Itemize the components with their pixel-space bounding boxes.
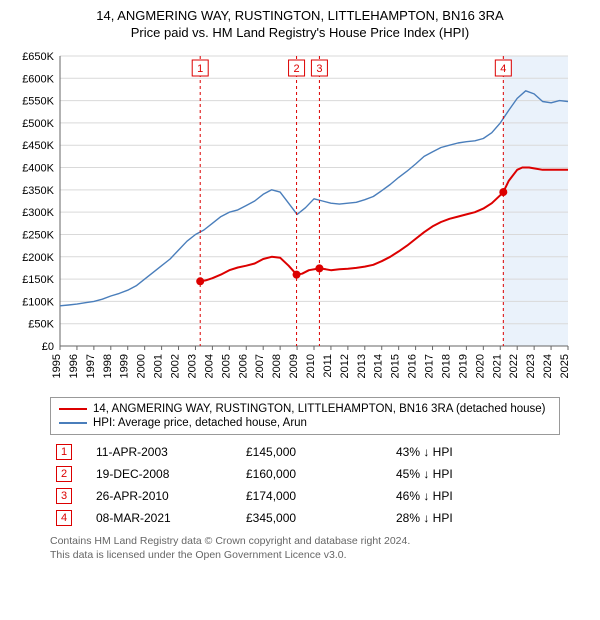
svg-text:2003: 2003	[186, 354, 198, 378]
svg-text:1998: 1998	[102, 354, 114, 378]
svg-text:2013: 2013	[356, 354, 368, 378]
svg-text:2015: 2015	[390, 354, 402, 378]
chart-title: 14, ANGMERING WAY, RUSTINGTON, LITTLEHAM…	[12, 8, 588, 40]
svg-text:2020: 2020	[474, 354, 486, 378]
svg-text:£100K: £100K	[22, 296, 54, 308]
svg-text:£350K: £350K	[22, 185, 54, 197]
sale-price: £174,000	[240, 485, 390, 507]
sale-date: 11-APR-2003	[90, 441, 240, 463]
legend: 14, ANGMERING WAY, RUSTINGTON, LITTLEHAM…	[50, 397, 560, 435]
svg-text:2010: 2010	[305, 354, 317, 378]
svg-text:£550K: £550K	[22, 96, 54, 108]
sale-marker-icon: 1	[56, 444, 72, 460]
sale-marker-icon: 2	[56, 466, 72, 482]
svg-text:1: 1	[197, 63, 203, 75]
svg-text:2004: 2004	[203, 354, 215, 378]
sale-price: £345,000	[240, 507, 390, 529]
svg-text:2024: 2024	[542, 354, 554, 378]
svg-text:2005: 2005	[220, 354, 232, 378]
sale-date: 19-DEC-2008	[90, 463, 240, 485]
svg-text:4: 4	[500, 63, 506, 75]
svg-text:2007: 2007	[254, 354, 266, 378]
svg-text:£650K: £650K	[22, 51, 54, 63]
svg-text:2009: 2009	[288, 354, 300, 378]
svg-text:£50K: £50K	[28, 319, 54, 331]
legend-swatch-property	[59, 408, 87, 410]
title-address: 14, ANGMERING WAY, RUSTINGTON, LITTLEHAM…	[12, 8, 588, 23]
svg-text:2: 2	[293, 63, 299, 75]
svg-text:2006: 2006	[237, 354, 249, 378]
sale-marker-icon: 3	[56, 488, 72, 504]
svg-text:£200K: £200K	[22, 252, 54, 264]
svg-text:2025: 2025	[559, 354, 571, 378]
svg-text:£250K: £250K	[22, 229, 54, 241]
svg-text:2021: 2021	[491, 354, 503, 378]
table-row: 1 11-APR-2003£145,00043% ↓ HPI	[50, 441, 560, 463]
svg-text:£0: £0	[42, 341, 54, 353]
svg-text:£500K: £500K	[22, 118, 54, 130]
legend-label-property: 14, ANGMERING WAY, RUSTINGTON, LITTLEHAM…	[93, 403, 545, 415]
svg-text:2012: 2012	[339, 354, 351, 378]
price-chart: £0 £50K £100K £150K £200K £250K £300K £350K £400…	[12, 46, 588, 389]
svg-text:1995: 1995	[51, 354, 63, 378]
sale-delta: 46% ↓ HPI	[390, 485, 560, 507]
svg-text:2017: 2017	[424, 354, 436, 378]
sale-price: £160,000	[240, 463, 390, 485]
svg-text:2016: 2016	[407, 354, 419, 378]
svg-text:2008: 2008	[271, 354, 283, 378]
svg-text:£600K: £600K	[22, 73, 54, 85]
sale-date: 08-MAR-2021	[90, 507, 240, 529]
title-subtitle: Price paid vs. HM Land Registry's House …	[12, 25, 588, 40]
svg-text:1999: 1999	[119, 354, 131, 378]
table-row: 4 08-MAR-2021£345,00028% ↓ HPI	[50, 507, 560, 529]
sale-delta: 43% ↓ HPI	[390, 441, 560, 463]
footer-licence: This data is licensed under the Open Gov…	[50, 549, 588, 563]
svg-text:2000: 2000	[136, 354, 148, 378]
table-row: 3 26-APR-2010£174,00046% ↓ HPI	[50, 485, 560, 507]
svg-text:£300K: £300K	[22, 207, 54, 219]
footer-copyright: Contains HM Land Registry data © Crown c…	[50, 535, 588, 549]
sales-table: 1 11-APR-2003£145,00043% ↓ HPI 2 19-DEC-200…	[50, 441, 560, 529]
svg-text:3: 3	[316, 63, 322, 75]
sale-delta: 28% ↓ HPI	[390, 507, 560, 529]
legend-swatch-hpi	[59, 422, 87, 423]
legend-item-property: 14, ANGMERING WAY, RUSTINGTON, LITTLEHAM…	[59, 402, 551, 416]
svg-text:£450K: £450K	[22, 140, 54, 152]
svg-text:2001: 2001	[153, 354, 165, 378]
chart-svg: £0 £50K £100K £150K £200K £250K £300K £350K £400…	[12, 46, 572, 386]
svg-text:2018: 2018	[440, 354, 452, 378]
svg-text:2019: 2019	[457, 354, 469, 378]
svg-text:1996: 1996	[68, 354, 80, 378]
svg-text:2002: 2002	[170, 354, 182, 378]
svg-text:£150K: £150K	[22, 274, 54, 286]
sale-delta: 45% ↓ HPI	[390, 463, 560, 485]
sale-date: 26-APR-2010	[90, 485, 240, 507]
legend-label-hpi: HPI: Average price, detached house, Arun	[93, 417, 307, 429]
sale-marker-icon: 4	[56, 510, 72, 526]
svg-text:2011: 2011	[322, 354, 334, 378]
sale-price: £145,000	[240, 441, 390, 463]
table-row: 2 19-DEC-2008£160,00045% ↓ HPI	[50, 463, 560, 485]
svg-text:1997: 1997	[85, 354, 97, 378]
svg-text:£400K: £400K	[22, 163, 54, 175]
svg-text:2014: 2014	[373, 354, 385, 378]
footer: Contains HM Land Registry data © Crown c…	[50, 535, 588, 562]
svg-text:2023: 2023	[525, 354, 537, 378]
svg-text:2022: 2022	[508, 354, 520, 378]
legend-item-hpi: HPI: Average price, detached house, Arun	[59, 416, 551, 430]
